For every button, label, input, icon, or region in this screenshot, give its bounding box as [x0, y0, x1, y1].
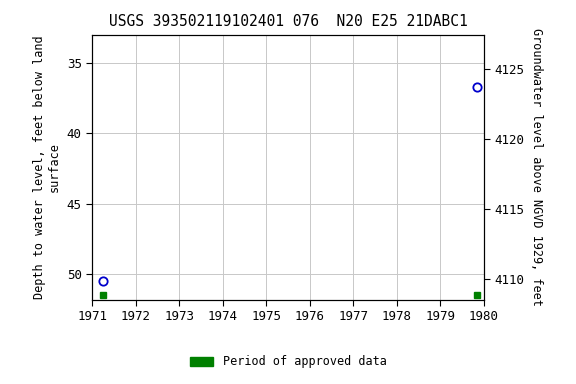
- Legend: Period of approved data: Period of approved data: [185, 351, 391, 373]
- Title: USGS 393502119102401 076  N20 E25 21DABC1: USGS 393502119102401 076 N20 E25 21DABC1: [109, 14, 467, 29]
- Y-axis label: Depth to water level, feet below land
surface: Depth to water level, feet below land su…: [33, 35, 61, 299]
- Y-axis label: Groundwater level above NGVD 1929, feet: Groundwater level above NGVD 1929, feet: [530, 28, 543, 306]
